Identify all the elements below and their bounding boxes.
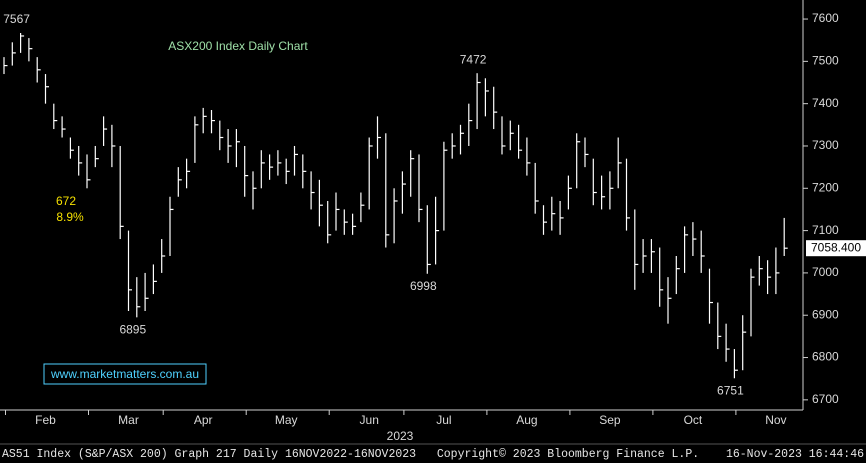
y-tick-label: 7500 [812, 54, 839, 68]
y-tick-label: 7300 [812, 138, 839, 152]
x-tick-label: Oct [684, 413, 703, 427]
website: www.marketmatters.com.au [50, 367, 199, 381]
y-tick-label: 6800 [812, 350, 839, 364]
annotation: 7472 [460, 52, 487, 66]
annotation: 6895 [119, 323, 146, 337]
annotation: 6998 [410, 279, 437, 293]
x-tick-label: Jun [360, 413, 379, 427]
note: 8.9% [56, 210, 84, 224]
footer-right: 16-Nov-2023 16:44:46 [726, 448, 864, 461]
y-tick-label: 7600 [812, 11, 839, 25]
x-tick-label: May [275, 413, 298, 427]
x-tick-label: Sep [599, 413, 621, 427]
x-tick-label: Mar [118, 413, 139, 427]
x-tick-label: Aug [516, 413, 537, 427]
website-box [43, 363, 207, 385]
last-value-label: 7058.400 [811, 240, 861, 254]
x-tick-label: Jul [436, 413, 451, 427]
y-tick-label: 6900 [812, 307, 839, 321]
annotation: 7567 [3, 12, 30, 26]
y-tick-label: 7200 [812, 180, 839, 194]
x-tick-label: Apr [194, 413, 213, 427]
x-axis-label: 2023 [387, 429, 414, 443]
footer-center: Copyright© 2023 Bloomberg Finance L.P. [437, 448, 699, 461]
annotation: 6751 [717, 383, 744, 397]
chart-title: ASX200 Index Daily Chart [168, 39, 308, 53]
note: 672 [56, 194, 76, 208]
y-tick-label: 7000 [812, 265, 839, 279]
y-tick-label: 7100 [812, 223, 839, 237]
footer-left: AS51 Index (S&P/ASX 200) Graph 217 Daily… [2, 448, 416, 461]
y-tick-label: 6700 [812, 392, 839, 406]
x-tick-label: Nov [765, 413, 786, 427]
y-tick-label: 7400 [812, 96, 839, 110]
last-value-box [806, 240, 866, 257]
x-tick-label: Feb [35, 413, 56, 427]
